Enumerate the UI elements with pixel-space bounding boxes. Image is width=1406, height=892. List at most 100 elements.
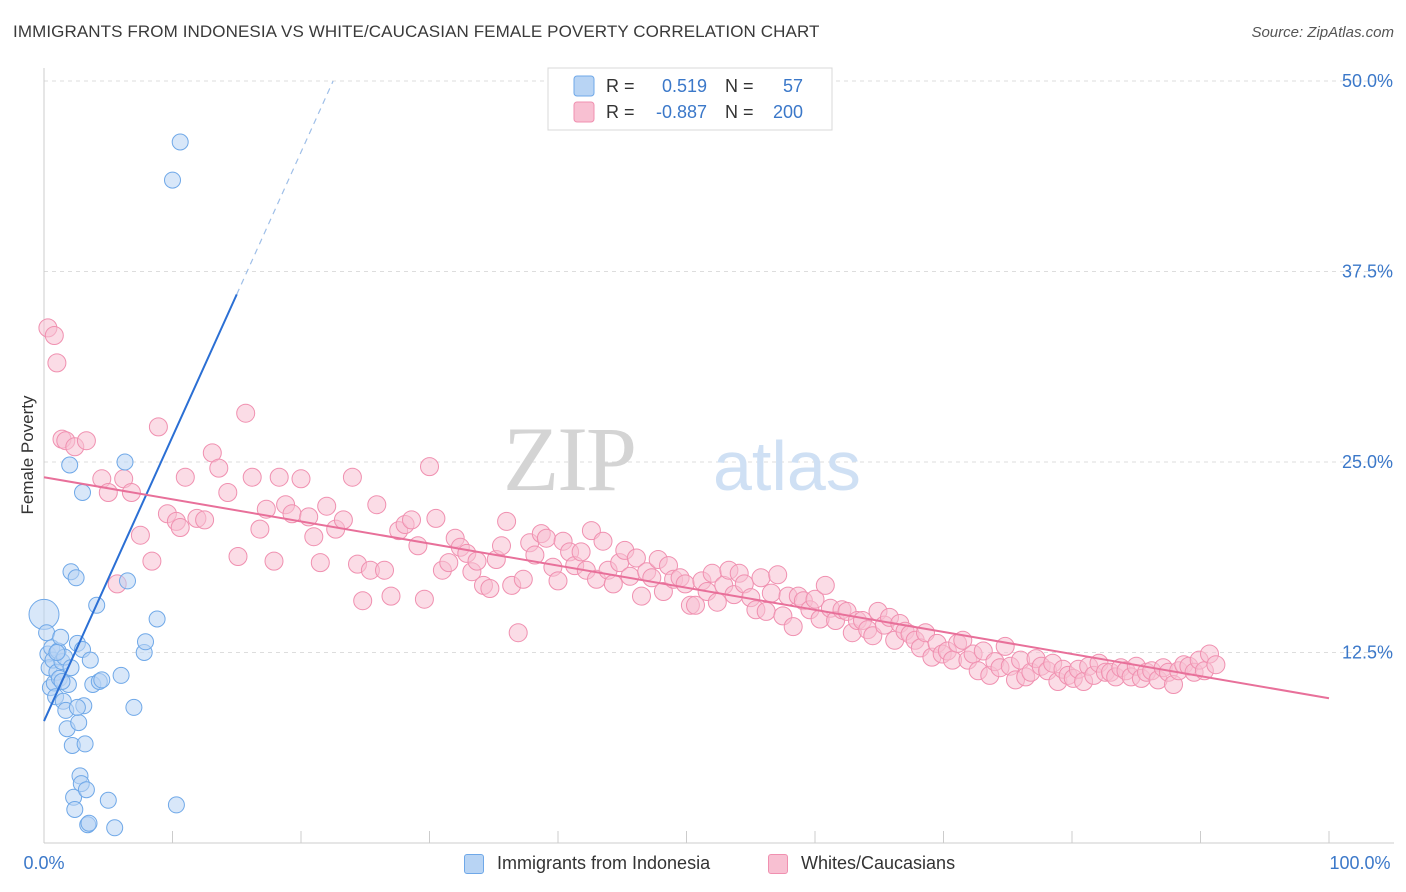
data-point (67, 569, 85, 587)
data-point (467, 551, 487, 571)
data-point (112, 666, 130, 684)
data-point (1206, 655, 1226, 675)
trend-line-indonesia (43, 293, 238, 722)
data-point (525, 545, 545, 565)
watermark-atlas: atlas (713, 427, 861, 505)
data-point (536, 528, 556, 548)
watermark-zip: ZIP (503, 408, 635, 510)
data-point (76, 431, 96, 451)
data-point (242, 467, 262, 487)
data-point (632, 586, 651, 606)
data-point (381, 586, 401, 606)
data-point (756, 601, 776, 621)
y-tick-label: 37.5% (1342, 262, 1393, 282)
data-point (342, 467, 362, 487)
data-point (375, 560, 394, 580)
data-point (291, 469, 311, 489)
data-point (218, 483, 238, 502)
legend-swatch-blue (573, 75, 595, 97)
series-indonesia-points (28, 133, 189, 837)
axes (43, 68, 1394, 844)
trend-line-indonesia-extension (236, 80, 334, 295)
data-point (167, 796, 185, 814)
data-point (74, 484, 91, 501)
legend-r-value-2: -0.887 (656, 102, 707, 122)
data-point (675, 574, 695, 594)
data-point (148, 610, 166, 628)
data-point (269, 467, 289, 487)
data-point (768, 565, 788, 585)
data-point (68, 698, 86, 716)
data-point (80, 814, 98, 832)
data-point (548, 571, 568, 591)
data-point (626, 548, 646, 568)
x-tick-label-min: 0.0% (23, 853, 64, 873)
data-point (761, 583, 781, 603)
x-tick-label-max: 100.0% (1329, 853, 1390, 873)
legend-stats: R = 0.519 N = 57 R = -0.887 N = 200 (547, 67, 833, 131)
trend-line-whites (43, 476, 1330, 700)
data-point (171, 133, 189, 151)
legend-series: Immigrants from Indonesia Whites/Caucasi… (0, 850, 1406, 880)
y-tick-labels: 12.5% 25.0% 37.5% 50.0% (1342, 71, 1393, 663)
y-tick-label: 25.0% (1342, 452, 1393, 472)
data-point (513, 569, 533, 589)
data-point (414, 589, 434, 609)
legend-series-swatch-pink (768, 854, 788, 874)
data-point (47, 353, 67, 373)
legend-swatch-pink (573, 101, 595, 123)
data-point (142, 551, 162, 571)
legend-r-label-1: R = (606, 76, 635, 96)
data-point (480, 579, 500, 598)
data-point (130, 525, 150, 545)
legend-n-value-2: 200 (773, 102, 803, 122)
data-point (76, 735, 94, 753)
legend-box (547, 67, 833, 131)
data-point (402, 510, 421, 530)
data-point (164, 171, 181, 189)
data-point (426, 508, 446, 528)
data-point (236, 403, 256, 423)
y-tick-label: 50.0% (1342, 71, 1393, 91)
legend-n-label-1: N = (725, 76, 754, 96)
data-point (304, 527, 324, 547)
data-point (106, 819, 124, 837)
data-point (686, 595, 705, 615)
data-point (70, 714, 88, 732)
data-point (333, 510, 353, 530)
data-point (61, 456, 79, 474)
data-point (593, 531, 613, 551)
data-point (195, 510, 215, 530)
data-point (175, 467, 195, 487)
legend-series-swatch-blue (464, 854, 484, 874)
trend-lines (43, 80, 1330, 722)
data-point (66, 801, 84, 818)
data-point (93, 671, 111, 689)
data-point (81, 651, 99, 669)
data-point (497, 511, 517, 531)
data-point (367, 495, 387, 515)
legend-series-label-blue: Immigrants from Indonesia (497, 853, 711, 873)
data-point (38, 624, 56, 642)
legend-r-value-1: 0.519 (662, 76, 707, 96)
chart-source: Source: ZipAtlas.com (1251, 24, 1394, 41)
data-point (77, 781, 95, 799)
x-ticks (172, 831, 1330, 843)
data-point (310, 553, 330, 573)
data-point (119, 572, 136, 590)
data-point (783, 617, 803, 637)
data-point (99, 791, 117, 809)
data-point (603, 574, 623, 594)
data-point (317, 496, 337, 516)
y-tick-label: 12.5% (1342, 643, 1393, 663)
data-point (48, 644, 66, 661)
data-point (209, 458, 229, 478)
data-point (707, 592, 727, 612)
data-point (805, 589, 825, 609)
data-point (52, 628, 70, 646)
data-point (125, 698, 143, 716)
data-point (116, 453, 134, 471)
data-point (508, 623, 528, 643)
data-point (148, 417, 168, 437)
